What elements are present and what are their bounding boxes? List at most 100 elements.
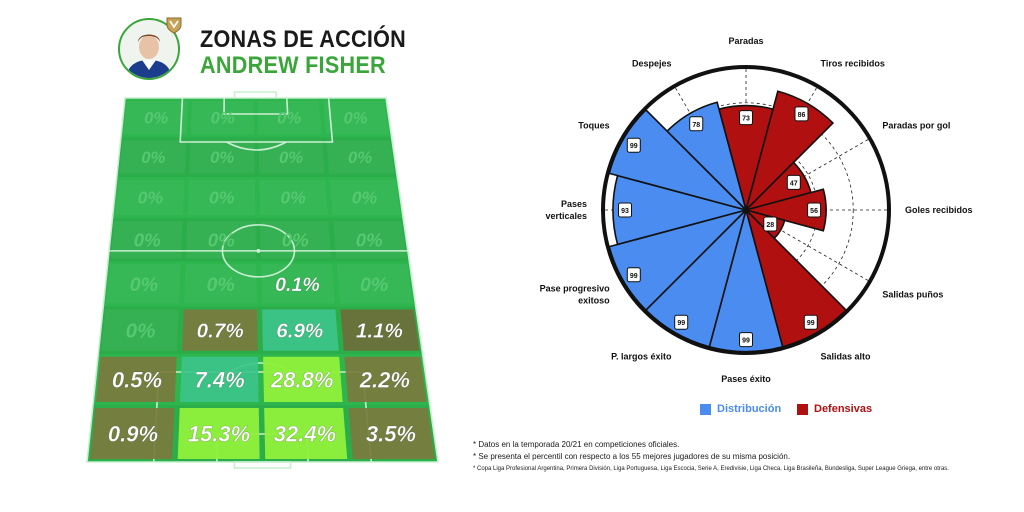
radar-category-label-line: Despejes	[632, 59, 672, 69]
heatmap-cell-r2-c3: 0%	[258, 140, 325, 174]
heatmap-cell-r4-c2: 0%	[185, 221, 257, 259]
radar-wedge-9	[608, 208, 749, 312]
heatmap-cell-fill	[119, 140, 187, 174]
radar-category-label-line: Salidas alto	[821, 351, 872, 361]
radar-value-badge-box	[739, 110, 753, 126]
radar-category-label-line: verticales	[545, 211, 587, 221]
heatmap-cell-value: 7.4%	[195, 367, 245, 392]
heatmap-cell-r5-c1: 0%	[106, 264, 181, 304]
radar-grid-spoke	[745, 85, 818, 211]
heatmap-cell-fill	[183, 264, 257, 304]
radar-wedge-1	[718, 104, 774, 214]
club-crest-icon	[166, 17, 182, 34]
heatmap-cell-r7-c4: 2.2%	[344, 356, 427, 402]
radar-category-label-line: Pases éxito	[721, 374, 771, 384]
heatmap-cell-r8-c1: 0.9%	[90, 407, 175, 459]
heatmap-cell-r1-c2: 0%	[190, 101, 255, 135]
radar-value-badge-8: 99	[674, 314, 689, 330]
radar-value-label: 78	[692, 122, 700, 129]
heatmap-cell-value: 32.4%	[274, 421, 336, 446]
heatmap-cell-fill	[326, 140, 395, 174]
heatmap-cell-r6-c1: 0%	[101, 309, 179, 351]
heatmap-cell-r8-c2: 15.3%	[177, 407, 260, 459]
heatmap-cell-r7-c2: 7.4%	[179, 356, 259, 402]
radar-grid-ring-2	[674, 138, 818, 282]
footnote-season: * Datos en la temporada 20/21 en competi…	[473, 440, 680, 449]
radar-value-badge-box	[626, 267, 641, 283]
heatmap-cell-fill	[177, 407, 260, 459]
radar-wedge-10	[612, 174, 750, 246]
heatmap-cell-r2-c4: 0%	[326, 140, 395, 174]
heatmap-cell-r1-c1: 0%	[123, 101, 189, 135]
radar-category-label-line: Paradas por gol	[882, 121, 950, 131]
page-title: ZONAS DE ACCIÓN	[200, 26, 407, 53]
legend-label-distribucion: Distribución	[717, 403, 782, 415]
radar-value-label: 73	[742, 116, 750, 123]
radar-grid-spoke	[621, 138, 747, 211]
heatmap-cell-fill	[344, 356, 427, 402]
radar-value-badge-1: 73	[739, 110, 753, 126]
radar-category-label-line: Pases	[561, 199, 587, 209]
heatmap-cell-r4-c3: 0%	[260, 221, 332, 259]
heatmap-cell-value: 0%	[210, 148, 234, 167]
heatmap-cell-value: 0.7%	[197, 320, 244, 343]
radar-wedge-7	[708, 206, 784, 353]
radar-wedge-2	[744, 90, 835, 213]
heatmap-cell-value: 0%	[356, 229, 383, 250]
heatmap-cell-fill	[106, 264, 181, 304]
radar-category-label-9: Pase progresivo exitoso	[540, 284, 611, 306]
radar-value-badge-box	[618, 202, 633, 218]
heatmap-cell-fill	[90, 407, 175, 459]
heatmap-cell-r3-c3: 0%	[259, 179, 328, 216]
radar-category-label-line: Salidas puños	[882, 290, 943, 300]
radar-category-label-5: Salidas puños	[882, 290, 943, 300]
heatmap-cell-r6-c3: 6.9%	[262, 309, 339, 351]
radar-value-label: 28	[766, 222, 774, 229]
radar-value-badge-box	[674, 314, 689, 330]
legend-swatch-distribucion	[700, 403, 711, 415]
radar-outer-ring	[601, 65, 891, 355]
radar-value-badge-box	[739, 332, 753, 348]
heatmap-cell-value: 0%	[360, 274, 388, 296]
heatmap-cell-value: 0%	[138, 188, 164, 208]
heatmap-cell-r5-c2: 0%	[183, 264, 257, 304]
heatmap-cell-fill	[336, 264, 413, 304]
radar-value-label: 93	[621, 208, 629, 215]
footnote-percentile: * Se presenta el percentil con respecto …	[473, 452, 791, 461]
radar-grid-spoke	[745, 138, 871, 211]
heatmap-cell-r7-c1: 0.5%	[95, 356, 177, 402]
radar-value-badge-5: 28	[763, 216, 778, 232]
radar-value-badge-box	[626, 137, 641, 153]
radar-value-badge-box	[786, 174, 801, 190]
heatmap-cell-value: 28.8%	[270, 367, 333, 392]
radar-value-badge-box	[803, 314, 818, 330]
heatmap-cell-r2-c2: 0%	[189, 140, 255, 174]
heatmap-cell-fill	[323, 101, 390, 135]
legend-item-distribucion: Distribución	[700, 402, 781, 416]
heatmap-cell-value: 2.2%	[359, 367, 410, 392]
heatmap-cell-r3-c4: 0%	[329, 179, 401, 216]
radar-wedge-4	[742, 188, 827, 232]
radar-category-label-7: Pases éxito	[721, 374, 771, 384]
heatmap-cell-r1-c4: 0%	[323, 101, 390, 135]
radar-category-label-12: Despejes	[632, 59, 672, 69]
radar-value-badge-11: 99	[626, 137, 641, 153]
radar-grid-spoke	[745, 209, 871, 282]
radar-grid-spoke	[745, 209, 818, 335]
centre-spot	[256, 248, 261, 253]
heatmap-cell-fill	[259, 179, 328, 216]
heatmap-cell-r8-c3: 32.4%	[264, 407, 348, 459]
footnote-leagues: * Copa Liga Profesional Argentina, Prime…	[473, 466, 949, 472]
pitch-outline	[86, 97, 439, 463]
heatmap-cell-fill	[329, 179, 401, 216]
heatmap-cell-value: 0%	[344, 109, 368, 128]
radar-category-label-line: Goles recibidos	[905, 205, 973, 215]
radar-category-label-line: Paradas	[728, 36, 763, 46]
heatmap-cell-value: 0%	[352, 188, 378, 208]
radar-value-label: 99	[807, 320, 815, 327]
radar-value-badge-3: 47	[786, 174, 801, 190]
heatmap-cell-value: 0%	[207, 274, 235, 296]
heatmap-cell-r8-c4: 3.5%	[348, 407, 435, 459]
heatmap-cell-value: 0%	[134, 229, 161, 250]
top-goal-area	[223, 97, 289, 115]
